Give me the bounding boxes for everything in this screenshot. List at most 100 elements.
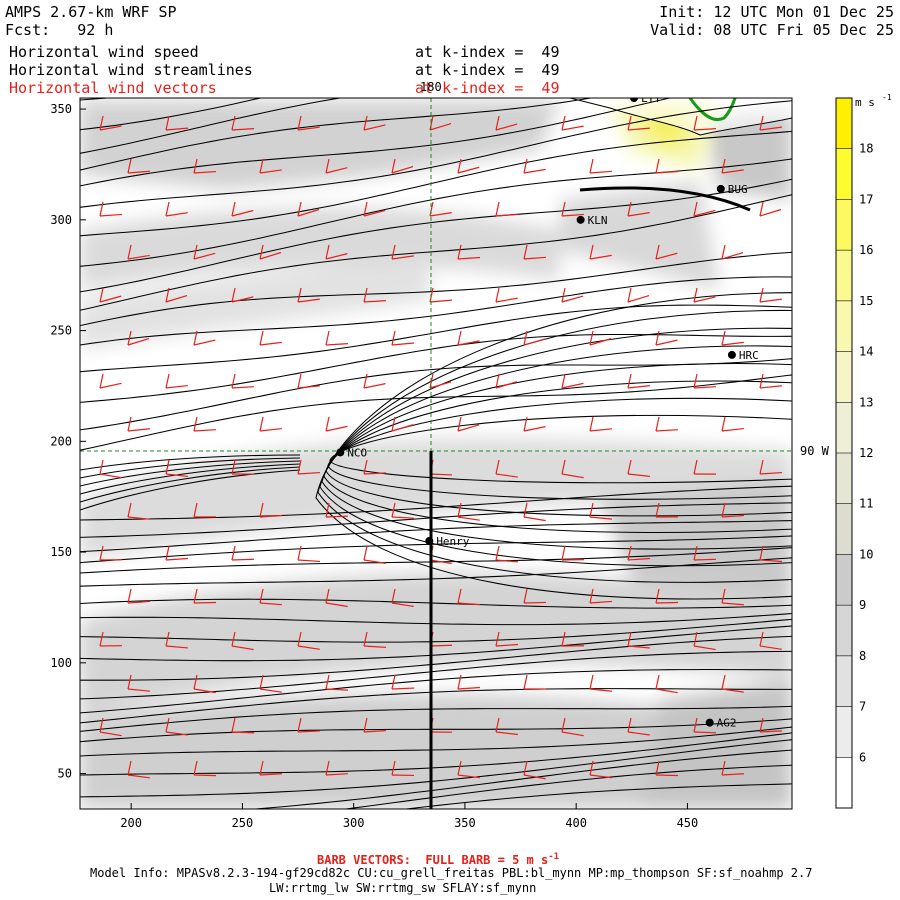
wind-barb-shaft: [193, 688, 216, 694]
streamline: [80, 333, 792, 403]
wind-barb-shaft: [589, 170, 612, 174]
x-tick-label: 450: [677, 816, 699, 830]
wind-barb-flag: [391, 674, 396, 690]
wind-barb-shaft: [231, 558, 255, 561]
wind-barb-shaft: [457, 602, 480, 606]
wind-barb-flag: [297, 459, 302, 475]
wind-barb-flag: [127, 158, 132, 174]
field-label-vectors: Horizontal wind vectors: [9, 79, 217, 97]
wind-barb-shaft: [193, 339, 216, 346]
wind-barb-flag: [127, 674, 132, 690]
axes: 200 250 300 350 400 450 50 100 150 200 250 300 350: [50, 102, 698, 830]
wind-barb-shaft: [231, 386, 254, 389]
wind-barb-flag: [495, 373, 500, 389]
wind-barb-shaft: [561, 125, 584, 131]
colorbar-level-label: 15: [859, 294, 873, 308]
wind-barb-flag: [391, 416, 396, 432]
colorbar-unit-exponent: -1: [882, 93, 892, 102]
wind-barb-flag: [655, 244, 660, 260]
wind-barb-shaft: [231, 296, 254, 303]
wind-barb-shaft: [721, 688, 744, 693]
wind-barb-flag: [561, 373, 566, 389]
wind-barb-flag: [759, 201, 764, 217]
streamline: [402, 783, 792, 809]
wind-barb-shaft: [429, 122, 452, 131]
wind-barb-shaft: [627, 127, 650, 131]
wind-barb-shaft: [759, 126, 782, 131]
wind-barb-shaft: [561, 295, 584, 303]
x-tick-label: 300: [343, 816, 365, 830]
wind-barb-flag: [457, 416, 462, 432]
streamline: [80, 276, 792, 346]
wind-barb-flag: [391, 244, 396, 260]
wind-barb-flag: [99, 373, 104, 389]
wind-barb-shaft: [759, 559, 782, 563]
wind-barb-flag: [561, 201, 566, 217]
wind-barb-shaft: [495, 213, 518, 217]
station-marker: [630, 98, 639, 102]
colorbar-level-label: 11: [859, 497, 873, 511]
wind-barb-flag: [523, 416, 528, 432]
wind-barb-shaft: [127, 774, 150, 779]
wind-barb-shaft: [193, 774, 217, 777]
wind-barb-flag: [391, 502, 396, 518]
wind-barb-shaft: [297, 385, 320, 389]
colorbar-level-label: 18: [859, 142, 873, 156]
wind-barb-flag: [759, 459, 764, 475]
streamline: [80, 98, 673, 187]
wind-barb-flag: [495, 459, 500, 475]
wind-barb-flag: [457, 244, 462, 260]
wind-barb-flag: [655, 502, 660, 518]
wind-barb-flag: [391, 760, 396, 776]
wind-barb-flag: [297, 201, 302, 217]
wind-barb-shaft: [297, 471, 320, 475]
wind-barb-shaft: [627, 731, 650, 736]
y-tick-label: 300: [50, 213, 72, 227]
wind-barb-flag: [231, 287, 236, 303]
wind-barb-flag: [627, 459, 632, 475]
station-label: LYT: [641, 92, 661, 105]
wind-barb-shaft: [721, 773, 744, 776]
wind-barb-shaft: [523, 426, 546, 432]
wind-barb-flag: [127, 330, 132, 346]
field-level-streamlines: at k-index = 49: [415, 61, 560, 79]
wind-barb-flag: [561, 717, 566, 733]
streamline: [80, 535, 792, 564]
colorbar-bin: [836, 655, 852, 707]
wind-barb-flag: [759, 373, 764, 389]
wind-barb-flag: [589, 674, 594, 690]
wind-barb-flag: [259, 502, 264, 518]
wind-barb-shaft: [363, 124, 386, 131]
wind-barb-shaft: [165, 645, 188, 649]
wind-barb-shaft: [561, 473, 584, 479]
barb-note-exponent: -1: [548, 852, 560, 862]
wind-barb-flag: [391, 588, 396, 604]
wind-barb-shaft: [363, 209, 386, 217]
wind-barb-shaft: [693, 558, 717, 561]
streamline: [80, 485, 792, 521]
streamline: [80, 718, 792, 743]
wind-barb-shaft: [589, 688, 612, 692]
wind-barb-shaft: [231, 209, 254, 217]
wind-barb-flag: [523, 674, 528, 690]
wind-barb-flag: [231, 373, 236, 389]
y-tick-label: 50: [58, 767, 72, 781]
wind-barb-shaft: [259, 514, 282, 518]
wind-barb-shaft: [363, 383, 386, 389]
wind-barb-flag: [589, 330, 594, 346]
streamline: [80, 454, 301, 471]
wind-barb-shaft: [759, 208, 782, 217]
model-title: AMPS 2.67-km WRF SP: [5, 3, 177, 21]
wind-barb-shaft: [523, 168, 546, 174]
wind-barb-flag: [297, 287, 302, 303]
wind-barb-flag: [457, 502, 462, 518]
wind-barb-shaft: [363, 645, 386, 648]
wind-barb-flag: [363, 115, 368, 131]
wind-barb-flag: [99, 717, 104, 733]
wind-barb-shaft: [457, 256, 480, 260]
wind-barb-flag: [457, 588, 462, 604]
wind-barb-flag: [193, 674, 198, 690]
wind-barb-shaft: [391, 424, 414, 432]
wind-barb-shaft: [325, 688, 349, 691]
